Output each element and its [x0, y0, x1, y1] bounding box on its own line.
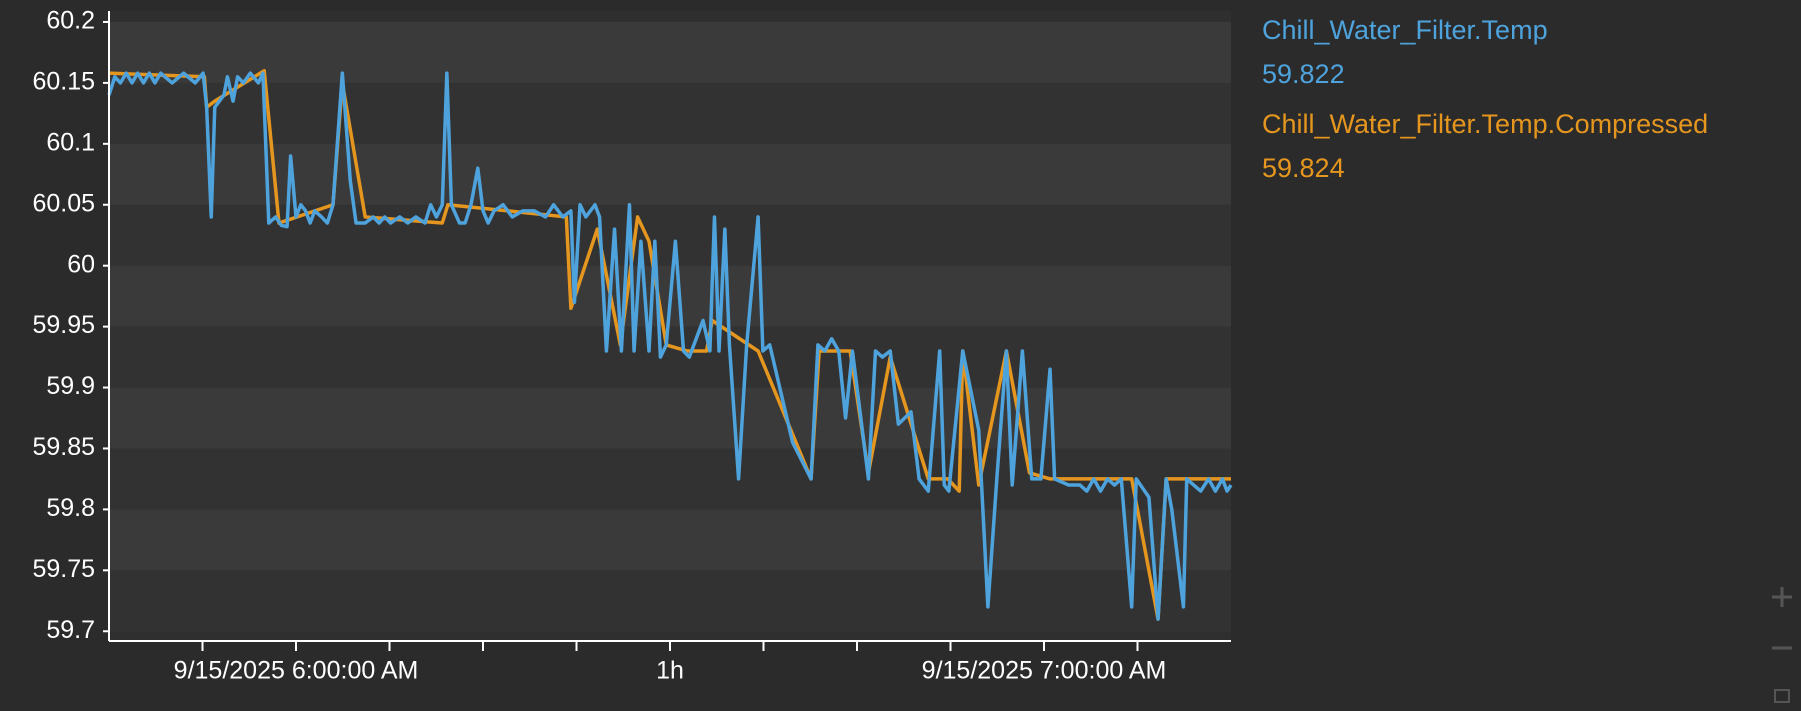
y-tick-label: 60.1 — [46, 128, 95, 156]
y-tick-label: 60.05 — [32, 189, 95, 217]
y-tick-label: 59.95 — [32, 311, 95, 339]
y-tick-label: 59.9 — [46, 372, 95, 400]
legend-value: 59.822 — [1262, 59, 1345, 89]
zoom-reset[interactable] — [1774, 689, 1790, 703]
x-tick-label: 9/15/2025 7:00:00 AM — [922, 657, 1167, 685]
y-tick-label: 60 — [67, 250, 95, 278]
y-tick-label: 59.75 — [32, 555, 95, 583]
grid-band — [109, 387, 1231, 449]
x-tick-label: 1h — [656, 657, 684, 685]
grid-band — [109, 21, 1231, 83]
x-tick-label: 9/15/2025 6:00:00 AM — [174, 657, 419, 685]
y-tick-label: 60.15 — [32, 68, 95, 96]
series-line — [107, 71, 1233, 621]
grid-band — [109, 82, 1231, 144]
legend-name: Chill_Water_Filter.Temp — [1262, 15, 1548, 45]
lines — [107, 68, 1233, 621]
grid-band — [109, 570, 1231, 632]
y-tick-label: 60.2 — [46, 7, 95, 35]
y-tick-label: 59.7 — [46, 616, 95, 644]
legend: Chill_Water_Filter.Temp 59.822 Chill_Water… — [1262, 15, 1708, 183]
grid-band — [109, 143, 1231, 205]
legend-name: Chill_Water_Filter.Temp.Compressed — [1262, 109, 1708, 139]
zoom-controls[interactable] — [1772, 587, 1792, 703]
grid-band — [109, 509, 1231, 571]
grid-band — [109, 326, 1231, 388]
legend-value: 59.824 — [1262, 153, 1345, 183]
y-tick-label: 59.85 — [32, 433, 95, 461]
y-tick-label: 59.8 — [46, 494, 95, 522]
bands — [109, 11, 1231, 641]
axes: 59.7 59.75 59.8 59.85 59.9 59.95 60 60.05 60.1 60… — [32, 7, 1231, 685]
